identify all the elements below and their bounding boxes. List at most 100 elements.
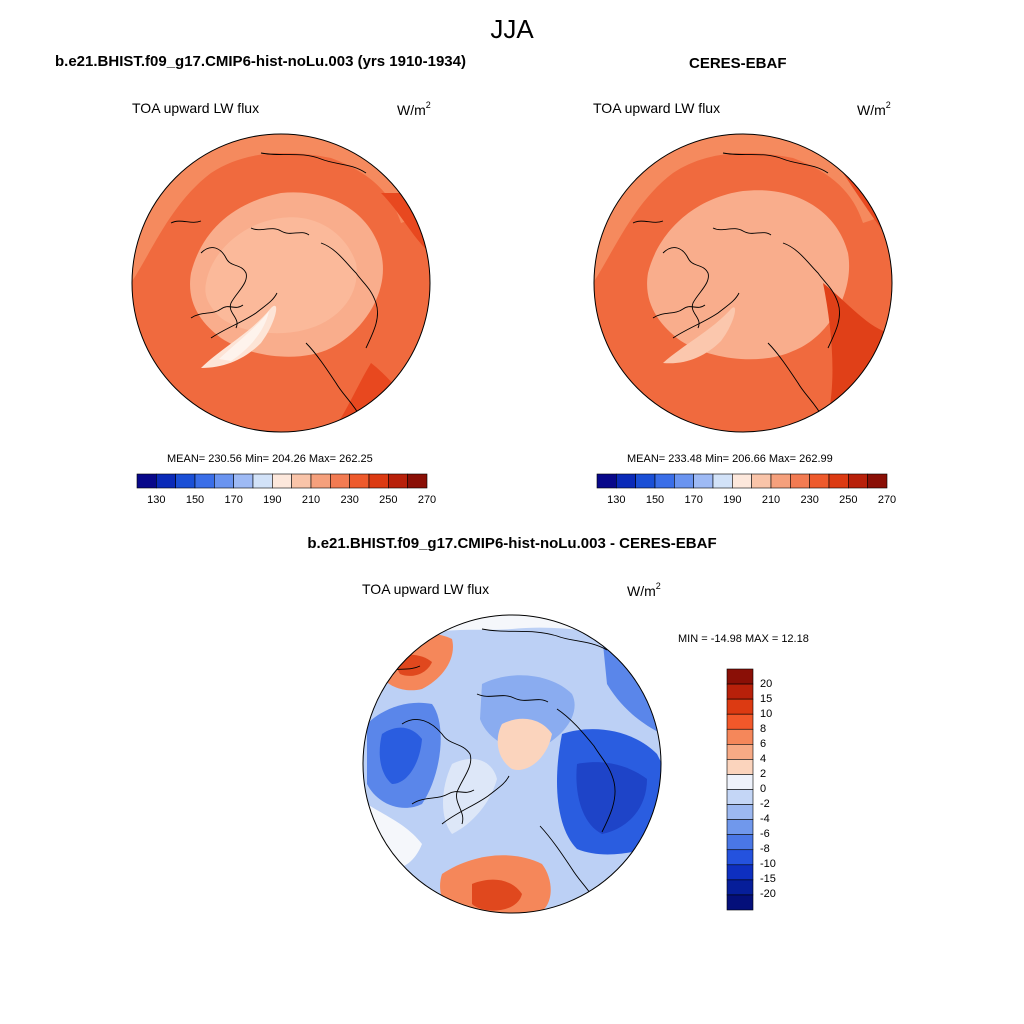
obs-greenland-region [663,307,736,364]
colorbar-swatch [726,849,754,866]
colorbar-swatch [790,473,810,489]
obs-stats: MEAN= 233.48 Min= 206.66 Max= 262.99 [627,453,833,465]
colorbar-swatch [726,804,754,820]
colorbar-tick-label: 150 [645,494,665,506]
colorbar-swatch [136,473,157,489]
colorbar-swatch [848,473,868,489]
colorbar-swatch [751,473,772,489]
colorbar-swatch [828,473,849,489]
colorbar-swatch [726,774,754,790]
colorbar-swatch [635,473,656,489]
colorbar-swatch [726,713,754,730]
model-colorbar [136,473,428,489]
colorbar-tick-label: 2 [760,767,767,780]
diff-polar-map [362,614,662,914]
colorbar-swatch [156,473,176,489]
colorbar-tick-label: 130 [607,494,626,506]
colorbar-tick-label: 170 [684,494,703,506]
colorbar-tick-label: 170 [224,494,243,506]
model-variable-label: TOA upward LW flux [132,100,260,116]
colorbar-tick-label: 210 [301,494,321,506]
colorbar-tick-label: 15 [760,692,773,705]
colorbar-swatch [726,744,754,760]
colorbar-tick-label: 0 [760,783,767,795]
model-colorbar-ticks: 130 150 170 190 210 230 250 270 [137,494,436,508]
colorbar-swatch [726,728,754,745]
colorbar-tick-label: 190 [263,494,282,506]
colorbar-tick-label: 250 [379,494,398,506]
colorbar-swatch [291,473,312,489]
obs-coastlines [632,152,840,419]
diff-colorbar [726,668,754,911]
colorbar-swatch [349,473,370,489]
colorbar-tick-label: 8 [760,722,767,735]
colorbar-swatch [867,473,888,489]
obs-arctic-ocean-region [647,190,850,360]
colorbar-swatch [407,473,428,489]
colorbar-swatch [654,473,675,489]
diff-coastlines [381,628,616,907]
colorbar-tick-label: 150 [185,494,205,506]
model-greenland-region [201,305,277,368]
colorbar-tick-label: 10 [760,707,773,720]
colorbar-swatch [272,473,292,489]
model-stats: MEAN= 230.56 Min= 204.26 Max= 262.25 [167,453,373,465]
colorbar-swatch [233,473,254,489]
obs-units-label: W/m2 [857,100,891,118]
colorbar-swatch [674,473,694,489]
colorbar-swatch [194,473,215,489]
colorbar-tick-label: -15 [760,873,776,886]
colorbar-swatch [726,759,754,775]
obs-variable-label: TOA upward LW flux [593,100,721,116]
colorbar-swatch [726,834,754,851]
colorbar-swatch [726,668,754,685]
colorbar-swatch [726,864,754,881]
colorbar-swatch [310,473,331,489]
colorbar-tick-label: 250 [839,494,858,506]
colorbar-swatch [330,473,350,489]
colorbar-tick-label: -2 [760,798,770,811]
obs-polar-map [593,133,893,433]
colorbar-swatch [809,473,830,489]
colorbar-tick-label: -10 [760,858,776,871]
figure-title: JJA [490,14,534,44]
colorbar-tick-label: -8 [760,843,770,856]
colorbar-swatch [712,473,733,489]
colorbar-tick-label: 270 [877,494,897,506]
diff-positive-anomaly-center [497,718,552,770]
diff-panel-title: b.e21.BHIST.f09_g17.CMIP6-hist-noLu.003 … [307,535,717,552]
colorbar-tick-label: 230 [800,494,819,506]
diff-stats: MIN = -14.98 MAX = 12.18 [678,633,809,645]
colorbar-tick-label: 4 [760,752,767,765]
colorbar-tick-label: -4 [760,813,770,826]
colorbar-swatch [693,473,714,489]
colorbar-swatch [616,473,636,489]
colorbar-swatch [770,473,791,489]
colorbar-swatch [252,473,273,489]
colorbar-swatch [388,473,408,489]
obs-panel-title: CERES-EBAF [689,55,787,72]
obs-colorbar-ticks: 130 150 170 190 210 230 250 270 [597,494,896,508]
colorbar-swatch [726,698,754,715]
model-polar-map [131,133,431,433]
colorbar-tick-label: -20 [760,888,776,901]
colorbar-tick-label: 130 [147,494,166,506]
model-coastlines [170,152,378,419]
colorbar-tick-label: 210 [761,494,781,506]
model-units-label: W/m2 [397,100,431,118]
colorbar-swatch [726,879,754,896]
colorbar-swatch [368,473,389,489]
colorbar-swatch [726,683,754,700]
colorbar-tick-label: 190 [723,494,742,506]
colorbar-swatch [726,789,754,805]
diff-variable-label: TOA upward LW flux [362,581,490,597]
colorbar-tick-label: 6 [760,737,767,750]
colorbar-swatch [596,473,617,489]
diff-colorbar-ticks: 20 15 10 8 6 4 2 0 -2 -4 -6 -8 -10 -15 -20 [760,669,800,910]
colorbar-swatch [726,819,754,835]
colorbar-swatch [732,473,752,489]
colorbar-swatch [175,473,196,489]
model-panel-title: b.e21.BHIST.f09_g17.CMIP6-hist-noLu.003 … [55,53,466,70]
colorbar-tick-label: 230 [340,494,359,506]
colorbar-tick-label: 270 [417,494,437,506]
